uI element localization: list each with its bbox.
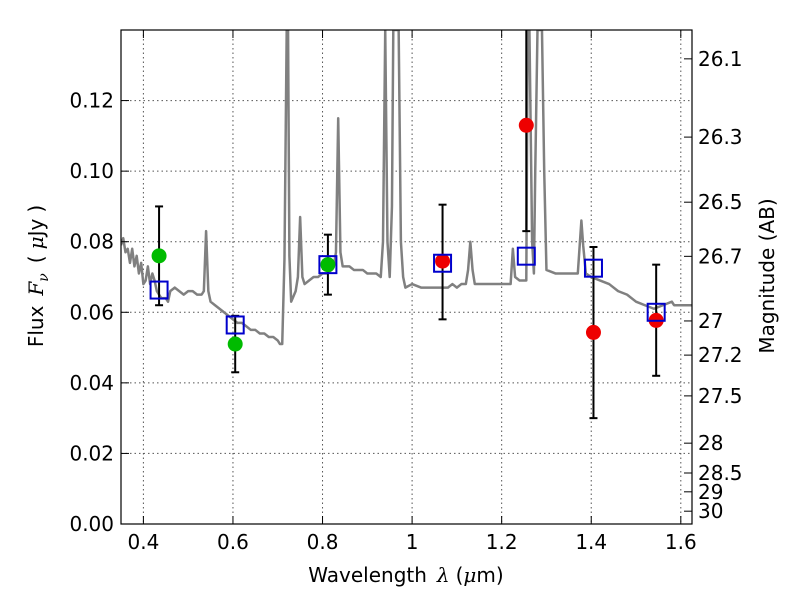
axis-labels: Wavelength λ (μm) FluxFν(μJy) Magnitude (A… (24, 198, 779, 587)
x-tick-label-5: 1.4 (575, 530, 607, 554)
mag-tick-label-6: 27.5 (698, 384, 743, 408)
mag-tick-label-3: 26.7 (698, 244, 743, 268)
y2-axis-label: Magnitude (AB) (755, 198, 779, 353)
mag-tick-label-1: 26.3 (698, 125, 743, 149)
green-point-2 (320, 257, 336, 273)
green-point-1 (227, 336, 243, 352)
x-tick-label-6: 1.6 (665, 530, 697, 554)
model-square-6 (646, 302, 666, 322)
y-tick-label-3: 0.06 (69, 300, 114, 324)
green-point-0 (151, 248, 167, 264)
y-tick-label-1: 0.02 (69, 441, 114, 465)
spectrum-line (121, 30, 692, 346)
model-square-2 (318, 255, 338, 275)
red-point-0 (435, 253, 451, 269)
y-tick-label-6: 0.12 (69, 89, 114, 113)
x-tick-label-1: 0.6 (217, 530, 249, 554)
plot-frame (120, 29, 693, 525)
y-tick-label-5: 0.10 (69, 159, 114, 183)
model-square-3 (433, 253, 453, 273)
markers (149, 117, 666, 352)
mag-tick-label-0: 26.1 (698, 47, 743, 71)
spectrum-layer (121, 30, 692, 346)
mag-tick-label-8: 28.5 (698, 461, 743, 485)
y-tick-label-4: 0.08 (69, 230, 114, 254)
error-bars (155, 30, 661, 420)
mag-tick-label-4: 27 (698, 309, 723, 333)
mag-tick-label-5: 27.2 (698, 343, 743, 367)
mag-tick-label-9: 29 (698, 480, 723, 504)
y-tick-label-0: 0.00 (69, 512, 114, 536)
x-axis-label: Wavelength λ (μm) (308, 563, 503, 587)
red-point-2 (585, 324, 601, 340)
model-square-0 (149, 280, 169, 300)
red-point-1 (518, 117, 534, 133)
x-tick-label-3: 1 (406, 530, 419, 554)
y-tick-label-2: 0.04 (69, 371, 114, 395)
mag-tick-label-7: 28 (698, 431, 723, 455)
mag-tick-label-2: 26.5 (698, 190, 743, 214)
mag-tick-label-10: 30 (698, 499, 723, 523)
ticks: 0.4 0.6 0.8 1 1.2 1.4 1.6 0.00 0.02 0.04 0.06 0.08 0… (69, 30, 743, 554)
x-tick-label-2: 0.8 (307, 530, 339, 554)
x-tick-label-0: 0.4 (127, 530, 159, 554)
model-square-5 (583, 258, 603, 278)
y-axis-label: FluxFν(μJy) (24, 205, 52, 347)
x-tick-label-4: 1.2 (486, 530, 518, 554)
model-square-1 (225, 315, 245, 335)
plot-border (120, 29, 693, 525)
model-square-4 (516, 246, 536, 266)
